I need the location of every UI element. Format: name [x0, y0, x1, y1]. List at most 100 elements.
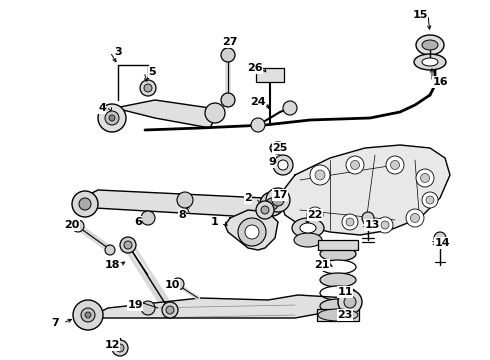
Text: 16: 16	[432, 77, 448, 87]
Ellipse shape	[320, 273, 356, 287]
Circle shape	[141, 301, 155, 315]
Circle shape	[105, 111, 119, 125]
Polygon shape	[88, 295, 350, 318]
Circle shape	[238, 218, 266, 246]
Circle shape	[221, 93, 235, 107]
Circle shape	[256, 201, 274, 219]
Text: 6: 6	[134, 217, 142, 227]
Circle shape	[162, 302, 178, 318]
Circle shape	[112, 340, 128, 356]
Text: 2: 2	[244, 193, 252, 203]
Circle shape	[386, 156, 404, 174]
Circle shape	[377, 217, 393, 233]
Text: 3: 3	[114, 47, 122, 57]
Circle shape	[391, 161, 399, 170]
Text: 11: 11	[337, 287, 353, 297]
Ellipse shape	[318, 309, 358, 321]
Circle shape	[342, 214, 358, 230]
Circle shape	[105, 245, 115, 255]
Ellipse shape	[320, 260, 356, 274]
Text: 5: 5	[148, 67, 156, 77]
Text: 22: 22	[307, 210, 323, 220]
Text: 20: 20	[64, 220, 80, 230]
Text: 25: 25	[272, 143, 288, 153]
Circle shape	[172, 278, 184, 290]
Circle shape	[344, 296, 356, 308]
Ellipse shape	[300, 223, 316, 233]
Text: 12: 12	[104, 340, 120, 350]
Bar	[318, 240, 358, 250]
Circle shape	[79, 198, 91, 210]
Circle shape	[72, 191, 98, 217]
Circle shape	[346, 156, 364, 174]
Circle shape	[416, 169, 434, 187]
Circle shape	[420, 174, 430, 183]
Circle shape	[426, 196, 434, 204]
Ellipse shape	[320, 247, 356, 261]
Polygon shape	[280, 145, 450, 235]
Circle shape	[144, 84, 152, 92]
Text: 14: 14	[434, 238, 450, 248]
Circle shape	[85, 312, 91, 318]
Circle shape	[315, 170, 325, 180]
Ellipse shape	[294, 233, 322, 247]
Text: 4: 4	[98, 103, 106, 113]
Circle shape	[362, 212, 374, 224]
Circle shape	[434, 232, 446, 244]
Circle shape	[205, 103, 225, 123]
Ellipse shape	[292, 218, 324, 238]
Circle shape	[310, 165, 330, 185]
Circle shape	[266, 188, 290, 212]
Circle shape	[73, 300, 103, 330]
Polygon shape	[225, 210, 278, 250]
Circle shape	[381, 221, 389, 229]
Circle shape	[251, 118, 265, 132]
Ellipse shape	[320, 286, 356, 300]
Circle shape	[245, 225, 259, 239]
Text: 15: 15	[412, 10, 428, 20]
Circle shape	[261, 206, 269, 214]
Ellipse shape	[422, 40, 438, 50]
Circle shape	[346, 218, 354, 226]
Circle shape	[81, 308, 95, 322]
Circle shape	[406, 209, 424, 227]
Circle shape	[278, 160, 288, 170]
Circle shape	[98, 104, 126, 132]
Text: 13: 13	[364, 220, 380, 230]
Circle shape	[338, 290, 362, 314]
Circle shape	[140, 80, 156, 96]
Text: 8: 8	[178, 210, 186, 220]
Ellipse shape	[422, 58, 438, 66]
Text: 17: 17	[272, 190, 288, 200]
Circle shape	[283, 101, 297, 115]
Circle shape	[411, 213, 419, 222]
Text: 27: 27	[222, 37, 238, 47]
Text: 19: 19	[127, 300, 143, 310]
Text: 26: 26	[247, 63, 263, 73]
Circle shape	[72, 220, 84, 232]
Circle shape	[422, 192, 438, 208]
Circle shape	[166, 306, 174, 314]
Ellipse shape	[320, 299, 356, 313]
Text: 7: 7	[51, 318, 59, 328]
Bar	[256, 68, 284, 82]
Circle shape	[221, 48, 235, 62]
Circle shape	[177, 192, 193, 208]
Text: 1: 1	[211, 217, 219, 227]
Ellipse shape	[414, 54, 446, 70]
Text: 10: 10	[164, 280, 180, 290]
Text: 9: 9	[268, 157, 276, 167]
Circle shape	[307, 207, 323, 223]
Ellipse shape	[416, 35, 444, 55]
Text: 21: 21	[314, 260, 330, 270]
Circle shape	[141, 211, 155, 225]
Circle shape	[311, 211, 319, 219]
Text: 23: 23	[337, 310, 353, 320]
Polygon shape	[82, 190, 278, 218]
Circle shape	[120, 237, 136, 253]
Circle shape	[350, 161, 360, 170]
Circle shape	[266, 198, 278, 210]
Circle shape	[260, 192, 284, 216]
Circle shape	[116, 344, 124, 352]
Text: 24: 24	[250, 97, 266, 107]
